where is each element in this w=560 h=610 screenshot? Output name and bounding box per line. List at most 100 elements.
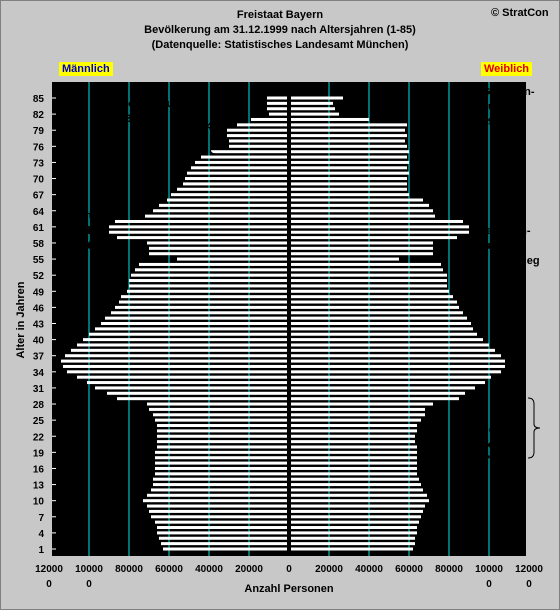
- bar-male: [149, 407, 289, 411]
- bar-male: [145, 214, 289, 218]
- y-tick-label: 52: [33, 271, 45, 282]
- bar-male: [65, 354, 289, 358]
- bar-male: [109, 225, 289, 229]
- bar-male: [251, 117, 289, 121]
- x-tick-label: 0: [86, 579, 92, 590]
- brace-geburtenausfall-left: [110, 235, 124, 271]
- bar-male: [159, 203, 289, 207]
- bar-female: [289, 203, 429, 207]
- bar-female: [289, 252, 433, 256]
- bar-female: [289, 134, 407, 138]
- bar-male: [237, 123, 289, 127]
- bar-male: [131, 273, 289, 277]
- bar-female: [289, 171, 409, 175]
- annotation-kriegsverluste: Kriegsverluste 1939/1945: [113, 98, 190, 125]
- bar-male: [159, 536, 289, 540]
- x-tick-label: 20000: [315, 564, 343, 575]
- bar-male: [139, 262, 289, 266]
- x-tick-label: 80000: [435, 564, 463, 575]
- y-tick-label: 22: [33, 432, 45, 443]
- bar-female: [289, 144, 407, 148]
- center-axis: [287, 94, 291, 556]
- x-tick-label: 60000: [155, 564, 183, 575]
- bar-male: [153, 483, 289, 487]
- bar-male: [83, 338, 289, 342]
- bar-male: [163, 547, 289, 551]
- bar-female: [289, 300, 457, 304]
- brace-geburtenausfall-1915: [461, 97, 475, 127]
- bar-female: [289, 477, 419, 481]
- y-tick-label: 10: [33, 497, 45, 508]
- bar-male: [147, 402, 289, 406]
- bar-male: [117, 236, 289, 240]
- bar-female: [289, 354, 501, 358]
- x-tick-label: 0: [486, 579, 492, 590]
- y-tick-label: 55: [33, 255, 45, 266]
- bar-male: [95, 386, 289, 390]
- x-axis-label: Anzahl Personen: [244, 583, 334, 595]
- bar-female: [289, 424, 417, 428]
- bar-female: [289, 429, 417, 433]
- x-tick-label: 60000: [395, 564, 423, 575]
- y-tick-label: 37: [33, 352, 45, 363]
- bar-male: [149, 252, 289, 256]
- bar-female: [289, 322, 471, 325]
- bar-male: [191, 166, 289, 170]
- chart-title-line-2: Bevölkerung am 31.12.1999 nach Altersjah…: [144, 24, 416, 36]
- bar-female: [289, 150, 409, 154]
- bar-male: [147, 241, 289, 245]
- bar-male: [155, 461, 289, 465]
- bar-male: [71, 348, 289, 352]
- y-tick-label: 70: [33, 175, 45, 186]
- bar-male: [129, 284, 289, 288]
- brace-geburtenausfall-right: [461, 237, 475, 269]
- bar-female: [289, 381, 485, 385]
- y-tick-label: 4: [38, 529, 44, 540]
- bar-male: [153, 413, 289, 417]
- bar-male: [161, 542, 289, 546]
- bar-male: [229, 139, 289, 143]
- bar-male: [127, 289, 289, 293]
- bar-male: [101, 322, 289, 325]
- bar-female: [289, 241, 433, 245]
- bar-female: [289, 547, 413, 551]
- bar-male: [227, 134, 289, 138]
- x-tick-label: 0: [526, 579, 532, 590]
- y-tick-label: 43: [33, 320, 45, 331]
- y-tick-label: 79: [33, 126, 45, 137]
- x-tick-label: 12000: [35, 564, 63, 575]
- y-tick-label: 28: [33, 400, 45, 411]
- bar-male: [63, 364, 289, 368]
- bar-female: [289, 257, 399, 261]
- bar-male: [151, 515, 289, 519]
- bar-male: [157, 445, 289, 449]
- bar-male: [149, 509, 289, 513]
- bar-female: [289, 445, 417, 449]
- bar-female: [289, 311, 463, 315]
- bar-male: [61, 359, 289, 363]
- bar-male: [211, 150, 289, 154]
- bar-female: [289, 526, 417, 530]
- y-tick-label: 46: [33, 303, 45, 314]
- bar-female: [289, 370, 501, 374]
- bar-male: [95, 327, 289, 331]
- bar-male: [157, 531, 289, 535]
- bar-female: [289, 466, 417, 470]
- x-tick-label: 80000: [115, 564, 143, 575]
- bar-female: [289, 461, 417, 465]
- bar-female: [289, 375, 491, 379]
- x-tick-label: 40000: [355, 564, 383, 575]
- bar-female: [289, 198, 423, 202]
- bar-female: [289, 262, 441, 266]
- bar-female: [289, 488, 423, 492]
- chart-title-line-1: Freistaat Bayern: [236, 9, 324, 21]
- bar-female: [289, 289, 449, 293]
- bar-male: [157, 434, 289, 438]
- bar-female: [289, 434, 415, 438]
- y-tick-label: 67: [33, 191, 45, 202]
- bar-female: [289, 182, 407, 186]
- bar-male: [177, 187, 289, 191]
- bar-male: [157, 526, 289, 530]
- y-tick-label: 34: [33, 368, 45, 379]
- y-tick-label: 16: [33, 464, 45, 475]
